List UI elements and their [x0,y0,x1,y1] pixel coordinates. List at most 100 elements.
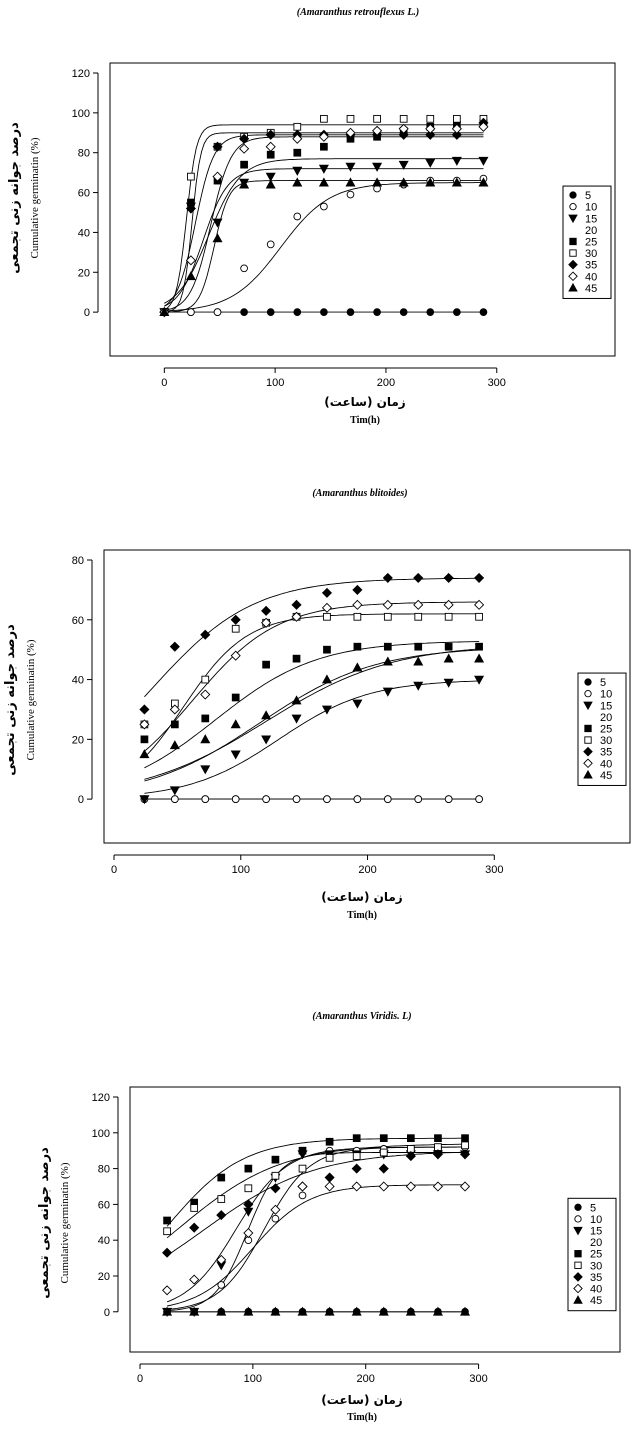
data-point-35 [432,1149,443,1160]
data-point-40 [261,617,272,628]
data-point-30 [461,1141,469,1150]
legend-label: 45 [585,283,597,295]
legend-marker-25 [569,237,577,246]
x-tick-label: 200 [357,1373,375,1385]
plot-frame [129,1086,621,1353]
legend-label: 45 [600,770,612,782]
data-point-30 [346,114,355,123]
y-tick-label: 120 [72,68,90,80]
data-point-45 [460,1306,471,1316]
data-point-40 [265,141,276,152]
data-point-40 [239,143,250,154]
data-point-15 [451,156,462,166]
data-point-25 [271,1155,280,1164]
data-point-10 [266,240,275,249]
data-point-40 [352,599,363,610]
data-point-35 [425,129,436,140]
x-tick-label: 0 [161,377,167,389]
data-point-35 [474,572,485,583]
data-point-30 [383,612,392,621]
legend-marker-35 [583,746,593,757]
data-point-30 [201,675,210,684]
data-point-40 [451,123,462,134]
legend-label: 40 [590,1284,602,1296]
data-point-35 [212,141,223,152]
data-point-30 [298,1164,307,1173]
data-point-25 [325,1137,334,1146]
data-point-25 [163,1216,171,1225]
data-point-30 [163,1227,171,1236]
legend-label: 25 [585,236,597,248]
data-point-25 [231,693,240,702]
fit-curve-40 [164,136,484,311]
data-point-35 [230,614,241,625]
y-axis-label: Cumulative germinatin (%) [59,1162,71,1283]
data-point-40 [378,1181,389,1192]
legend-marker-15 [568,214,578,224]
data-point-15 [443,678,454,688]
legend-marker-5 [574,1203,582,1211]
data-point-45 [321,674,332,684]
y-tick-label: 20 [98,1271,110,1283]
data-point-30 [453,114,461,123]
data-point-45 [265,179,276,189]
data-point-5 [399,308,408,316]
data-point-15 [291,714,302,724]
legend-marker-10 [584,690,592,698]
data-point-15 [352,699,363,709]
data-point-35 [443,572,454,583]
y-tick-label: 20 [78,267,90,279]
data-point-45 [378,1306,389,1316]
legend-label: 20 [600,712,612,724]
data-point-5 [453,308,461,316]
x-tick-label: 300 [469,1373,487,1385]
legend-marker-15 [573,1226,583,1236]
chart-2: (Amaranthus blitoides) 0 20 40 60 80 0 100 200 3… [3,488,631,921]
legend-marker-35 [573,1272,583,1282]
data-point-35 [321,587,333,598]
legend-label: 45 [590,1295,602,1307]
y-tick-label: 60 [98,1199,110,1211]
legend-label: 40 [585,271,597,283]
data-point-15 [345,162,356,172]
data-point-5 [373,308,381,316]
data-point-15 [230,750,241,760]
legend-marker-25 [574,1250,582,1258]
x-axis-label: Tim(h) [350,415,380,426]
data-point-15 [212,218,223,228]
data-point-25 [266,150,275,159]
x-tick-label: 200 [358,864,376,876]
legend-label: 15 [600,700,612,712]
data-point-40 [321,602,333,613]
data-point-45 [405,1306,416,1316]
data-point-35 [200,629,211,640]
data-point-40 [345,127,356,138]
fit-curve-45 [144,648,480,780]
legend-label: 15 [585,213,597,225]
y-tick-label: 0 [78,794,84,806]
legend-marker-15 [583,701,593,711]
data-point-40 [372,125,383,136]
data-point-40 [189,1274,200,1285]
data-point-25 [201,714,210,723]
legend-label: 10 [600,689,612,701]
data-point-40 [185,255,196,266]
data-point-40 [200,689,211,700]
y-axis-label-fa: درصد جوانه زنی تجمعی [3,624,18,776]
data-point-45 [230,719,241,729]
data-point-5 [240,308,248,316]
x-tick-label: 300 [488,377,506,389]
data-point-10 [323,795,331,803]
data-point-15 [398,160,409,170]
data-point-45 [292,177,303,187]
data-point-10 [170,795,179,803]
data-point-45 [318,177,329,187]
x-axis-label: Tim(h) [347,1412,377,1423]
legend-label: 25 [590,1249,602,1261]
legend-marker-10 [574,1215,582,1223]
data-point-45 [270,1306,281,1316]
data-point-10 [240,264,248,273]
chart-title: (Amaranthus retrouflexus L.) [297,7,420,18]
y-tick-label: 100 [72,108,90,120]
data-point-45 [216,1306,227,1316]
